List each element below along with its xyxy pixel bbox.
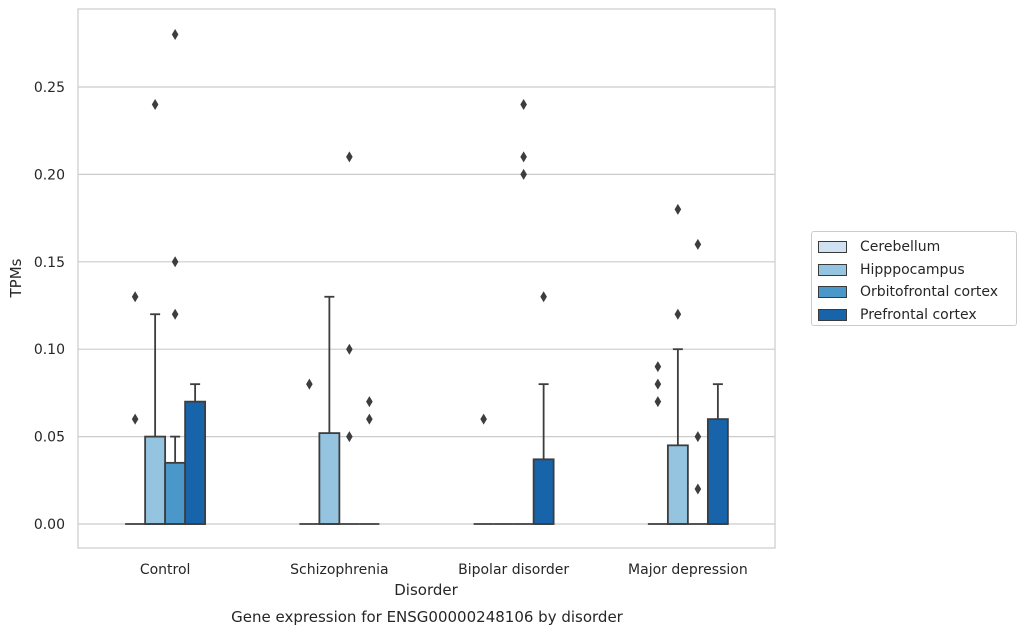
chart-title: Gene expression for ENSG00000248106 by d… <box>231 608 624 626</box>
legend-swatch <box>818 308 847 321</box>
outlier-point <box>171 256 179 268</box>
outlier-point <box>306 378 313 390</box>
outlier-point <box>171 308 179 320</box>
legend: Cerebellum Hipppocampus Orbitofrontal cort… <box>811 231 1017 326</box>
legend-swatch <box>818 241 847 254</box>
outlier-point <box>520 168 527 180</box>
outlier-point <box>654 396 662 408</box>
outlier-point <box>674 203 682 215</box>
outlier-point <box>674 308 682 320</box>
box <box>164 461 187 525</box>
box <box>532 458 555 525</box>
box-series <box>125 29 729 525</box>
outlier-point <box>366 396 373 408</box>
x-tick-label: Control <box>140 562 191 578</box>
y-tick-label: 0.15 <box>34 255 65 271</box>
legend-swatch <box>818 263 847 276</box>
plot-frame <box>77 8 776 549</box>
x-tick-label: Bipolar disorder <box>458 562 569 578</box>
outlier-point <box>654 361 662 373</box>
legend-item: Prefrontal cortex <box>818 304 1016 327</box>
x-tick-labels: Control Schizophrenia Bipolar disorder Majo… <box>140 562 748 578</box>
series-prefrontal-cortex <box>184 291 729 525</box>
box <box>184 400 207 525</box>
legend-item: Orbitofrontal cortex <box>818 281 1016 304</box>
box <box>144 435 167 525</box>
y-tick-label: 0.05 <box>34 430 65 446</box>
outlier-point <box>654 378 662 390</box>
box <box>706 418 729 525</box>
outlier-point <box>131 291 139 303</box>
legend-swatch <box>818 286 847 299</box>
legend-label: Hipppocampus <box>860 261 965 278</box>
legend-label: Orbitofrontal cortex <box>860 284 998 301</box>
legend-label: Cerebellum <box>860 239 941 256</box>
outlier-point <box>520 98 527 110</box>
outlier-point <box>346 431 353 443</box>
outlier-point <box>694 238 702 250</box>
y-tick-label: 0.25 <box>34 80 65 96</box>
y-axis-label: TPMs <box>7 258 25 298</box>
legend-item: Hipppocampus <box>818 259 1016 282</box>
legend-label: Prefrontal cortex <box>860 306 977 323</box>
outlier-point <box>480 413 487 425</box>
y-tick-label: 0.00 <box>34 517 65 533</box>
outlier-point <box>540 291 547 303</box>
y-tick-labels: 0.00 0.05 0.10 0.15 0.20 0.25 <box>34 80 65 533</box>
y-tick-label: 0.20 <box>34 167 65 183</box>
y-tick-label: 0.10 <box>34 342 65 358</box>
outlier-point <box>346 151 353 163</box>
x-axis-label: Disorder <box>394 581 458 599</box>
outlier-point <box>520 151 527 163</box>
outlier-point <box>366 413 373 425</box>
outlier-point <box>151 98 159 110</box>
outlier-point <box>694 431 702 443</box>
outlier-point <box>346 343 353 355</box>
outlier-point <box>694 483 702 495</box>
series-cerebellum <box>125 291 668 525</box>
outlier-point <box>171 29 179 41</box>
series-hipppocampus <box>144 98 689 525</box>
legend-item: Cerebellum <box>818 236 1016 259</box>
series-orbitofrontal-cortex <box>164 29 708 525</box>
box <box>318 432 341 525</box>
x-tick-label: Major depression <box>628 562 748 578</box>
x-tick-label: Schizophrenia <box>290 562 388 578</box>
box <box>666 444 689 525</box>
outlier-point <box>131 413 139 425</box>
